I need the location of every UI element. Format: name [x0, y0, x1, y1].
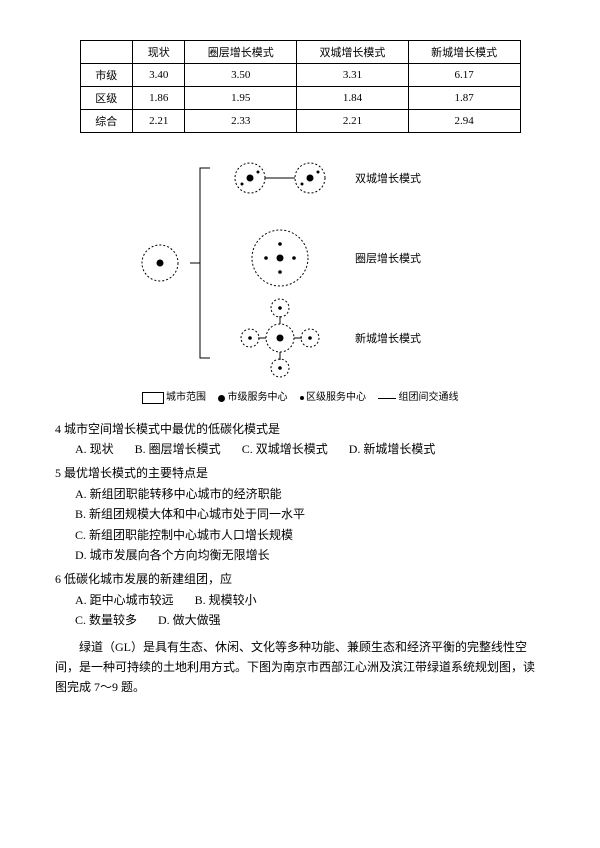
- q4-option-a: A. 现状: [75, 442, 114, 456]
- table-row: 市级 3.40 3.50 3.31 6.17: [80, 64, 520, 87]
- q5-option-c: C. 新组团职能控制中心城市人口增长规模: [75, 525, 545, 545]
- question-4: 4 城市空间增长模式中最优的低碳化模式是 A. 现状 B. 圈层增长模式 C. …: [55, 419, 545, 460]
- legend-city-scope: 城市范围: [166, 392, 206, 403]
- district-center-icon: [300, 396, 304, 400]
- ring-mode-label: 圈层增长模式: [355, 251, 421, 265]
- greenway-paragraph: 绿道（GL）是具有生态、休闲、文化等多种功能、兼顾生态和经济平衡的完整线性空间，…: [55, 637, 545, 698]
- legend-municipal: 市级服务中心: [228, 392, 288, 403]
- question-6: 6 低碳化城市发展的新建组团，应 A. 距中心城市较远 B. 规模较小 C. 数…: [55, 569, 545, 630]
- q6-option-d: D. 做大做强: [158, 613, 221, 627]
- transit-line-icon: [378, 398, 396, 399]
- table-row: 综合 2.21 2.33 2.21 2.94: [80, 110, 520, 133]
- q4-option-c: C. 双城增长模式: [242, 442, 328, 456]
- new-mode-label: 新城增长模式: [355, 331, 421, 345]
- growth-mode-diagram: 双城增长模式 圈层增长模式 新城增长模式: [120, 148, 480, 378]
- th-new: 新城增长模式: [408, 41, 520, 64]
- question-5: 5 最优增长模式的主要特点是 A. 新组团职能转移中心城市的经济职能 B. 新组…: [55, 463, 545, 565]
- q6-title: 6 低碳化城市发展的新建组团，应: [55, 569, 545, 589]
- growth-mode-table: 现状 圈层增长模式 双城增长模式 新城增长模式 市级 3.40 3.50 3.3…: [80, 40, 521, 133]
- municipal-center-icon: [218, 395, 225, 402]
- q5-option-d: D. 城市发展向各个方向均衡无限增长: [75, 545, 545, 565]
- th-ring: 圈层增长模式: [185, 41, 297, 64]
- diagram-legend: 城市范围 市级服务中心 区级服务中心 组团间交通线: [55, 388, 545, 404]
- q4-title: 4 城市空间增长模式中最优的低碳化模式是: [55, 419, 545, 439]
- city-scope-icon: [142, 392, 164, 404]
- q4-option-b: B. 圈层增长模式: [135, 442, 221, 456]
- q6-option-c: C. 数量较多: [75, 613, 137, 627]
- table-row: 区级 1.86 1.95 1.84 1.87: [80, 87, 520, 110]
- legend-district: 区级服务中心: [306, 392, 366, 403]
- q5-option-a: A. 新组团职能转移中心城市的经济职能: [75, 484, 545, 504]
- dual-mode-label: 双城增长模式: [355, 171, 421, 185]
- q6-option-b: B. 规模较小: [195, 593, 257, 607]
- q4-option-d: D. 新城增长模式: [349, 442, 436, 456]
- q5-title: 5 最优增长模式的主要特点是: [55, 463, 545, 483]
- q5-option-b: B. 新组团规模大体和中心城市处于同一水平: [75, 504, 545, 524]
- th-blank: [80, 41, 132, 64]
- th-current: 现状: [132, 41, 184, 64]
- legend-transit: 组团间交通线: [399, 392, 459, 403]
- th-dual: 双城增长模式: [297, 41, 409, 64]
- q6-option-a: A. 距中心城市较远: [75, 593, 174, 607]
